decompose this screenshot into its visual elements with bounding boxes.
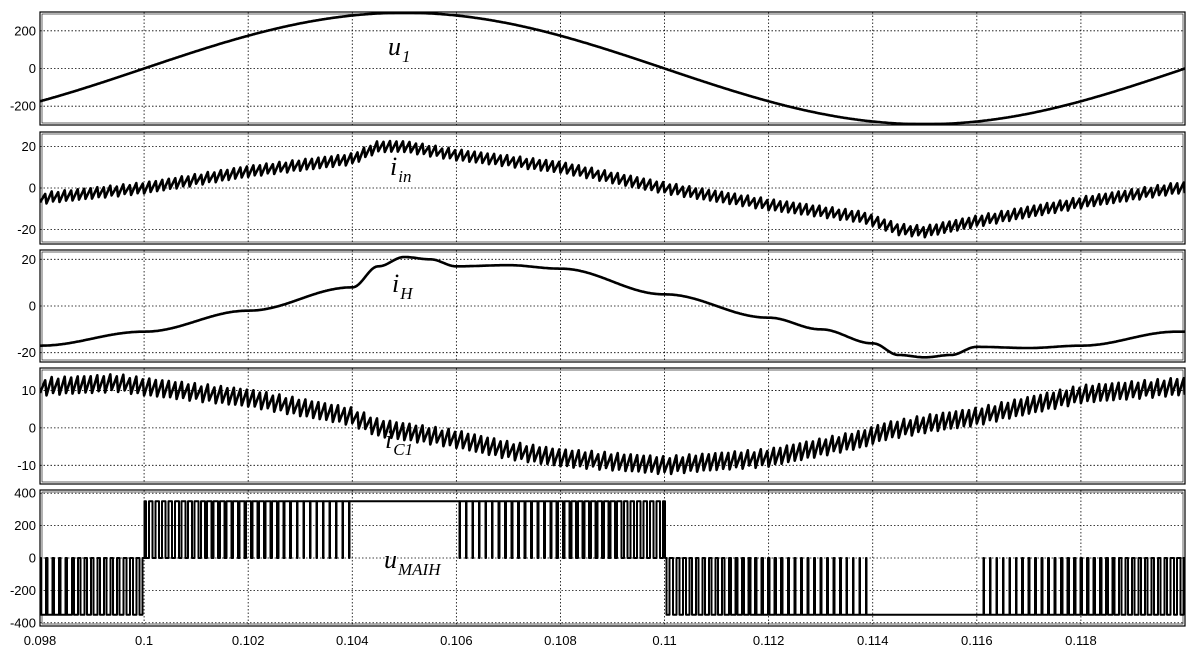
signal-label: u1 [388, 32, 411, 66]
y-tick-label: 200 [14, 518, 36, 533]
x-tick-label: 0.102 [232, 633, 265, 648]
panel-frame [39, 131, 1186, 245]
panel-1: 200 0 -200 u1 [10, 11, 1186, 126]
y-tick-label: 0 [29, 181, 36, 196]
x-tick-label: 0.114 [857, 633, 889, 648]
y-tick-label: 0 [29, 299, 36, 314]
series-line [40, 500, 1185, 616]
y-tick-label: 0 [29, 420, 36, 435]
y-tick-label: -400 [10, 615, 36, 630]
signal-label: iH [392, 269, 414, 303]
y-tick-label: 10 [22, 383, 36, 398]
panel-inner-frame [41, 369, 1184, 483]
signal-label: iC1 [385, 425, 413, 459]
panel-2: 20 0 -20 iin [17, 131, 1186, 245]
y-tick-label: 0 [29, 61, 36, 76]
x-tick-label: 0.104 [336, 633, 369, 648]
panel-frame [39, 489, 1186, 627]
signal-label: uMAIH [384, 545, 442, 579]
y-tick-label: 0 [29, 551, 36, 566]
panel-inner-frame [41, 133, 1184, 243]
series-line [40, 139, 1185, 239]
panel-3: 20 0 -20 iH [17, 249, 1186, 363]
series-line [40, 373, 1185, 476]
x-tick-label: 0.108 [544, 633, 577, 648]
x-tick-label: 0.116 [961, 633, 993, 648]
series-line [40, 255, 1185, 359]
panel-inner-frame [41, 13, 1184, 124]
panel-inner-frame [41, 491, 1184, 625]
x-tick-label: 0.11 [652, 633, 676, 648]
series-line [40, 12, 1185, 125]
x-tick-label: 0.106 [440, 633, 473, 648]
y-tick-label: 20 [22, 252, 36, 267]
panel-frame [39, 11, 1186, 126]
panel-inner-frame [41, 251, 1184, 361]
x-tick-label: 0.098 [24, 633, 57, 648]
y-tick-label: 200 [14, 23, 36, 38]
y-tick-label: 400 [14, 486, 36, 501]
y-tick-label: -20 [17, 222, 36, 237]
y-tick-label: 20 [22, 139, 36, 154]
y-tick-label: -20 [17, 345, 36, 360]
x-axis: 0.098 0.1 0.102 0.104 0.106 0.108 0.11 0.112 0.1… [24, 633, 1097, 648]
x-tick-label: 0.118 [1065, 633, 1097, 648]
y-tick-label: -200 [10, 99, 36, 114]
x-tick-label: 0.112 [753, 633, 785, 648]
x-tick-label: 0.1 [135, 633, 153, 648]
panel-4: 10 0 -10 iC1 [17, 367, 1186, 485]
signal-label: iin [390, 152, 411, 186]
y-tick-label: -200 [10, 583, 36, 598]
panel-frame [39, 367, 1186, 485]
y-tick-label: -10 [17, 458, 36, 473]
panel-frame [39, 249, 1186, 363]
panel-5: 400 200 0 -200 -400 uMAIH [10, 486, 1186, 630]
